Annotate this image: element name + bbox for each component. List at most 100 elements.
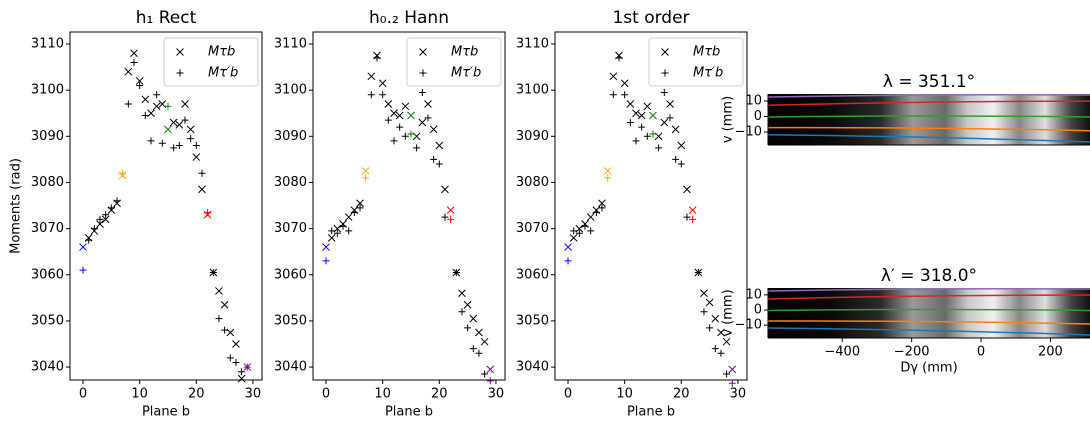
y-axis-label: v (mm) bbox=[721, 289, 736, 336]
marker bbox=[418, 88, 426, 96]
y-tick-label: 3100 bbox=[516, 83, 549, 98]
marker bbox=[361, 167, 370, 175]
marker bbox=[564, 257, 572, 265]
marker bbox=[609, 91, 617, 99]
y-tick-label: 3090 bbox=[31, 129, 64, 144]
marker bbox=[85, 236, 93, 244]
marker bbox=[463, 300, 472, 309]
marker bbox=[158, 139, 166, 147]
marker bbox=[700, 308, 708, 316]
marker bbox=[424, 100, 432, 108]
marker bbox=[124, 67, 133, 76]
marker bbox=[333, 229, 341, 237]
marker bbox=[136, 82, 144, 90]
legend-marker bbox=[176, 69, 184, 77]
y-tick-label: 3050 bbox=[274, 313, 307, 328]
marker bbox=[480, 337, 489, 346]
marker bbox=[666, 100, 674, 108]
marker bbox=[722, 337, 731, 346]
x-axis-label: Plane b bbox=[385, 405, 433, 420]
marker bbox=[96, 215, 104, 223]
axes-frame bbox=[69, 31, 263, 381]
marker bbox=[581, 222, 589, 230]
marker bbox=[113, 197, 121, 205]
marker bbox=[215, 287, 223, 295]
y-axis-label: v (mm) bbox=[721, 96, 736, 143]
marker bbox=[215, 315, 223, 323]
marker bbox=[153, 91, 161, 99]
marker bbox=[458, 308, 466, 316]
marker bbox=[175, 142, 183, 150]
marker bbox=[367, 91, 375, 99]
marker bbox=[401, 132, 409, 140]
marker bbox=[220, 300, 229, 309]
marker bbox=[711, 314, 720, 323]
marker bbox=[615, 54, 623, 62]
marker bbox=[322, 243, 330, 251]
y-tick-label: 3050 bbox=[516, 313, 549, 328]
marker bbox=[164, 102, 172, 110]
marker bbox=[407, 111, 415, 120]
marker bbox=[396, 123, 404, 131]
axes-frame bbox=[312, 31, 506, 381]
marker bbox=[705, 298, 714, 307]
marker bbox=[350, 208, 358, 216]
legend-label: Mτ′b bbox=[451, 66, 481, 81]
marker bbox=[475, 328, 483, 337]
x-tick-label: 0 bbox=[977, 345, 985, 360]
y-tick-label: 3070 bbox=[516, 221, 549, 236]
marker bbox=[209, 268, 217, 276]
y-tick-label: 3070 bbox=[274, 221, 307, 236]
marker bbox=[598, 204, 606, 212]
marker bbox=[671, 125, 680, 134]
marker bbox=[486, 365, 495, 374]
marker bbox=[575, 229, 583, 237]
marker bbox=[181, 100, 189, 108]
marker bbox=[395, 111, 404, 120]
x-axis-label: Plane b bbox=[142, 405, 190, 420]
marker bbox=[620, 79, 629, 88]
marker bbox=[102, 211, 110, 219]
marker bbox=[344, 213, 353, 221]
marker bbox=[446, 206, 455, 215]
y-tick-label: 3060 bbox=[31, 267, 64, 282]
marker bbox=[569, 233, 578, 242]
marker bbox=[717, 349, 725, 357]
marker bbox=[441, 185, 449, 194]
marker bbox=[141, 112, 149, 120]
marker bbox=[79, 266, 87, 274]
legend-marker bbox=[176, 48, 184, 56]
marker bbox=[328, 227, 336, 235]
y-tick-label: 3110 bbox=[31, 37, 64, 52]
marker bbox=[447, 215, 455, 223]
marker bbox=[672, 155, 680, 163]
marker bbox=[430, 155, 438, 163]
marker bbox=[130, 58, 138, 66]
marker bbox=[192, 153, 201, 161]
marker bbox=[175, 120, 184, 129]
marker bbox=[198, 169, 206, 177]
chart-title: λ = 351.1° bbox=[883, 72, 975, 92]
marker bbox=[226, 354, 234, 362]
y-tick-label: 0 bbox=[754, 109, 762, 124]
marker bbox=[435, 141, 444, 150]
marker bbox=[384, 100, 393, 108]
marker bbox=[706, 324, 714, 332]
overlay-curve bbox=[767, 94, 1090, 98]
marker bbox=[592, 208, 600, 216]
marker bbox=[96, 220, 104, 228]
x-tick-label: 20 bbox=[188, 387, 205, 402]
marker bbox=[130, 49, 138, 58]
legend-label: Mτ′b bbox=[208, 66, 238, 81]
legend-box bbox=[406, 37, 502, 87]
y-tick-label: 3090 bbox=[274, 129, 307, 144]
y-tick-label: 3090 bbox=[516, 129, 549, 144]
legend-marker bbox=[661, 48, 669, 56]
marker bbox=[441, 213, 449, 221]
marker bbox=[728, 365, 737, 374]
marker bbox=[469, 345, 477, 353]
marker bbox=[683, 185, 691, 194]
marker bbox=[643, 132, 651, 140]
x-tick-label: 30 bbox=[488, 387, 505, 402]
chart-title: 1st order bbox=[612, 8, 689, 28]
